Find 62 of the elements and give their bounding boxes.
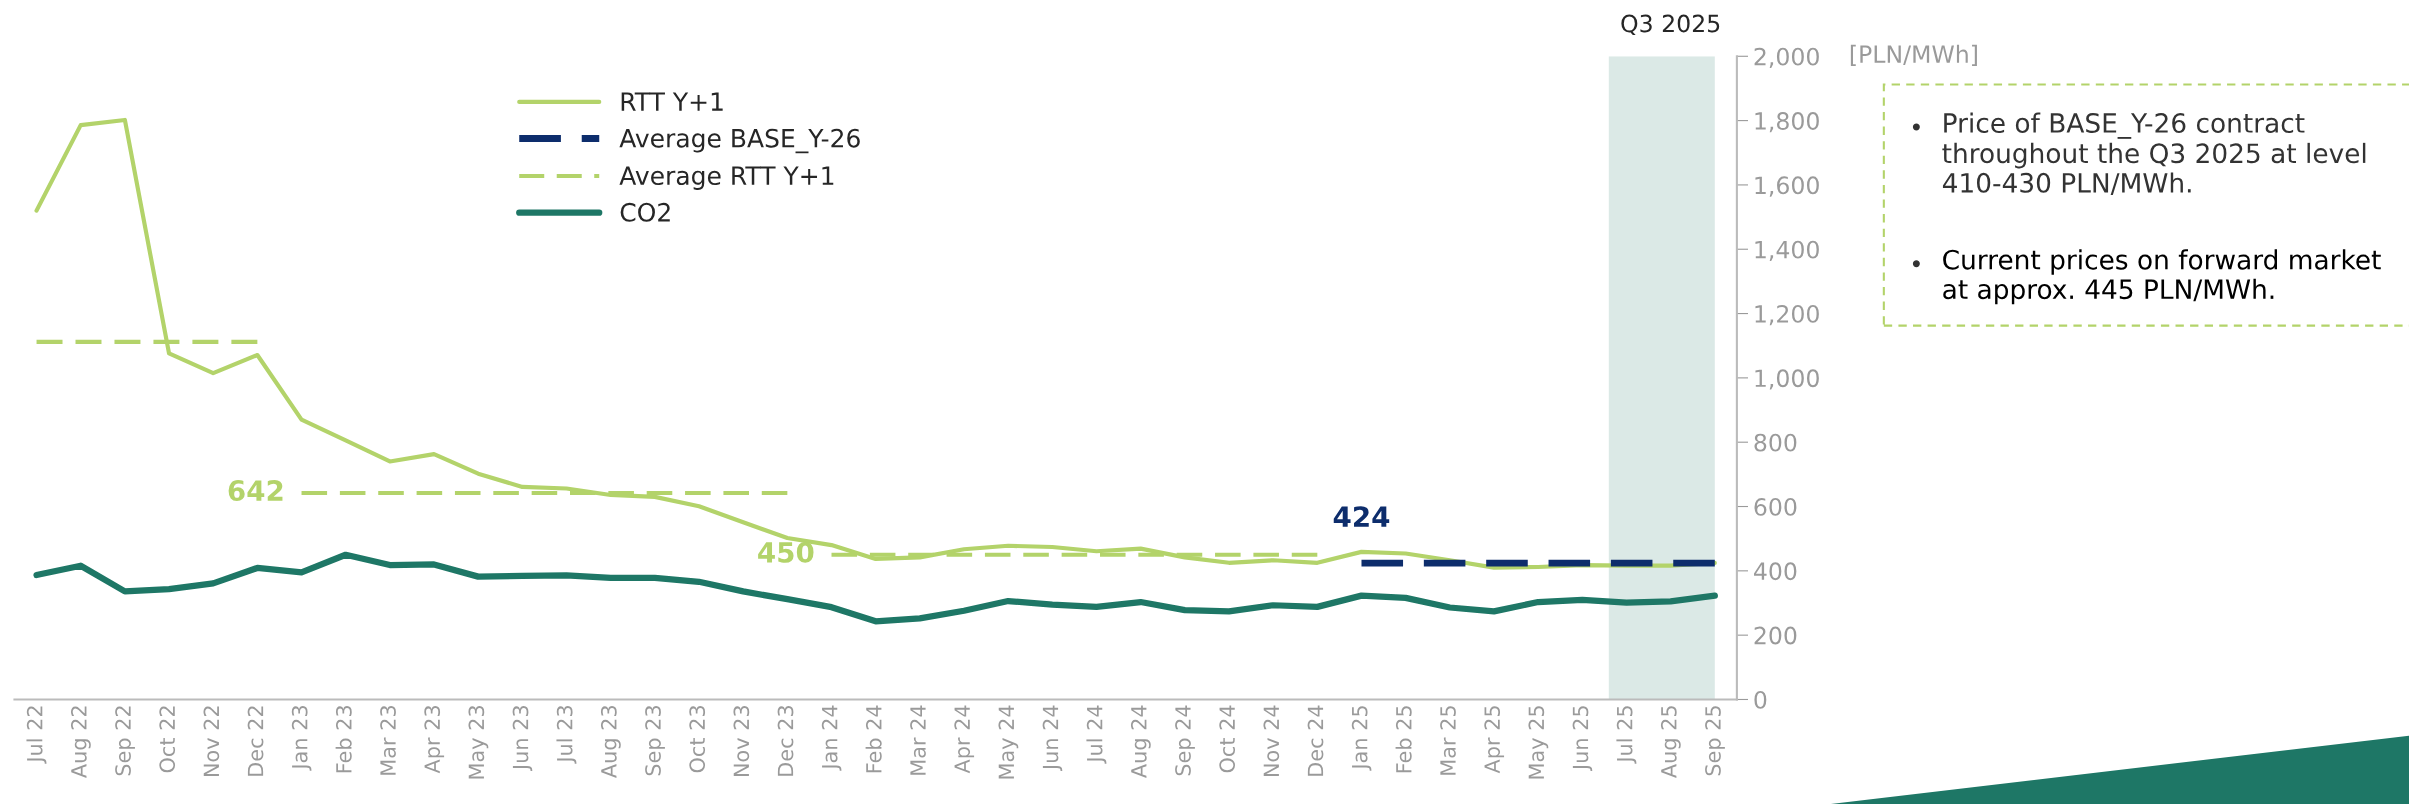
y-tick-label: 400 <box>1754 562 1797 581</box>
y-tick-label: 0 <box>1754 690 1767 709</box>
x-tick-label: Feb 23 <box>335 706 352 773</box>
x-tick-label: Feb 24 <box>865 705 882 773</box>
text: Price of BASE_Y-26 contract throughout the Q3 2025 at level 410-430 PLN/MWh. <box>1942 112 2366 195</box>
y-axis-title: [PLN/MWh] <box>1850 44 1977 66</box>
x-tick-label: Jul 22 <box>26 706 47 764</box>
x-tick-label: Oct 23 <box>689 706 706 773</box>
x-tick-label: Nov 24 <box>1263 705 1280 777</box>
annotation: 642 <box>228 480 283 502</box>
line-series <box>34 117 1717 570</box>
x-tick-label: Jan 24 <box>821 705 842 771</box>
x-tick-label: Mar 24 <box>910 705 926 775</box>
x-tick-label: Sep 23 <box>645 706 665 776</box>
x-tick-label: Apr 23 <box>424 706 445 774</box>
legend-label: RTT Y+1 <box>621 92 723 111</box>
x-tick-label: Apr 25 <box>1484 706 1505 774</box>
x-tick-label: Aug 23 <box>600 706 621 778</box>
annotation: 424 <box>1333 506 1390 527</box>
x-tick-label: May 23 <box>468 706 489 779</box>
x-tick-label: Dec 23 <box>777 706 794 776</box>
x-tick-label: Dec 24 <box>1307 705 1324 776</box>
x-tick-label: May 25 <box>1528 706 1549 779</box>
y-tick-label: 800 <box>1754 433 1797 452</box>
x-tick-label: Jul 25 <box>1616 706 1637 764</box>
x-tick-label: Jun 23 <box>512 706 533 772</box>
y-tick-label: 1,800 <box>1755 112 1819 133</box>
x-tick-label: Mar 23 <box>380 706 396 775</box>
y-tick-label: 1,400 <box>1755 240 1819 261</box>
x-tick-label: Nov 23 <box>733 706 750 777</box>
x-tick-label: Aug 25 <box>1660 706 1681 778</box>
x-tick-label: Jun 24 <box>1042 705 1063 772</box>
x-tick-label: May 24 <box>998 705 1019 779</box>
x-tick-label: Jan 23 <box>291 706 312 771</box>
y-tick-label: 1,000 <box>1755 369 1819 390</box>
x-tick-label: Oct 22 <box>159 706 176 773</box>
annotation: 450 <box>758 541 814 563</box>
x-tick-label: Sep 24 <box>1175 705 1195 776</box>
x-tick-label: Dec 22 <box>247 706 264 776</box>
x-tick-label: Jun 25 <box>1572 706 1593 772</box>
x-tick-label: Mar 25 <box>1440 706 1456 775</box>
x-tick-label: Sep 25 <box>1705 706 1725 776</box>
x-tick-label: Jul 23 <box>556 706 577 764</box>
y-tick-label: 1,600 <box>1755 176 1819 197</box>
x-tick-label: Sep 22 <box>115 706 135 776</box>
x-tick-label: Nov 22 <box>203 706 220 777</box>
legend-label: Average BASE_Y-26 <box>619 128 860 154</box>
x-tick-label: Jan 25 <box>1351 706 1372 771</box>
x-tick-label: Feb 25 <box>1395 706 1412 773</box>
x-tick-label: Aug 22 <box>70 706 91 778</box>
x-tick-label: Aug 24 <box>1130 705 1151 778</box>
x-tick-label: Jul 24 <box>1086 705 1107 764</box>
text: Current prices on forward market at approx. 445 PLN/MWh. <box>1943 249 2381 305</box>
legend-label: Average RTT Y+1 <box>619 166 834 190</box>
band-label: Q3 2025 <box>1621 14 1720 36</box>
y-tick-label: 1,200 <box>1755 305 1819 326</box>
y-tick-label: 600 <box>1754 497 1797 516</box>
x-tick-label: Oct 24 <box>1219 705 1236 773</box>
legend-label: CO2 <box>620 202 670 222</box>
y-tick-label: 2,000 <box>1754 47 1819 68</box>
y-tick-label: 200 <box>1754 626 1797 645</box>
x-tick-label: Apr 24 <box>954 705 975 774</box>
